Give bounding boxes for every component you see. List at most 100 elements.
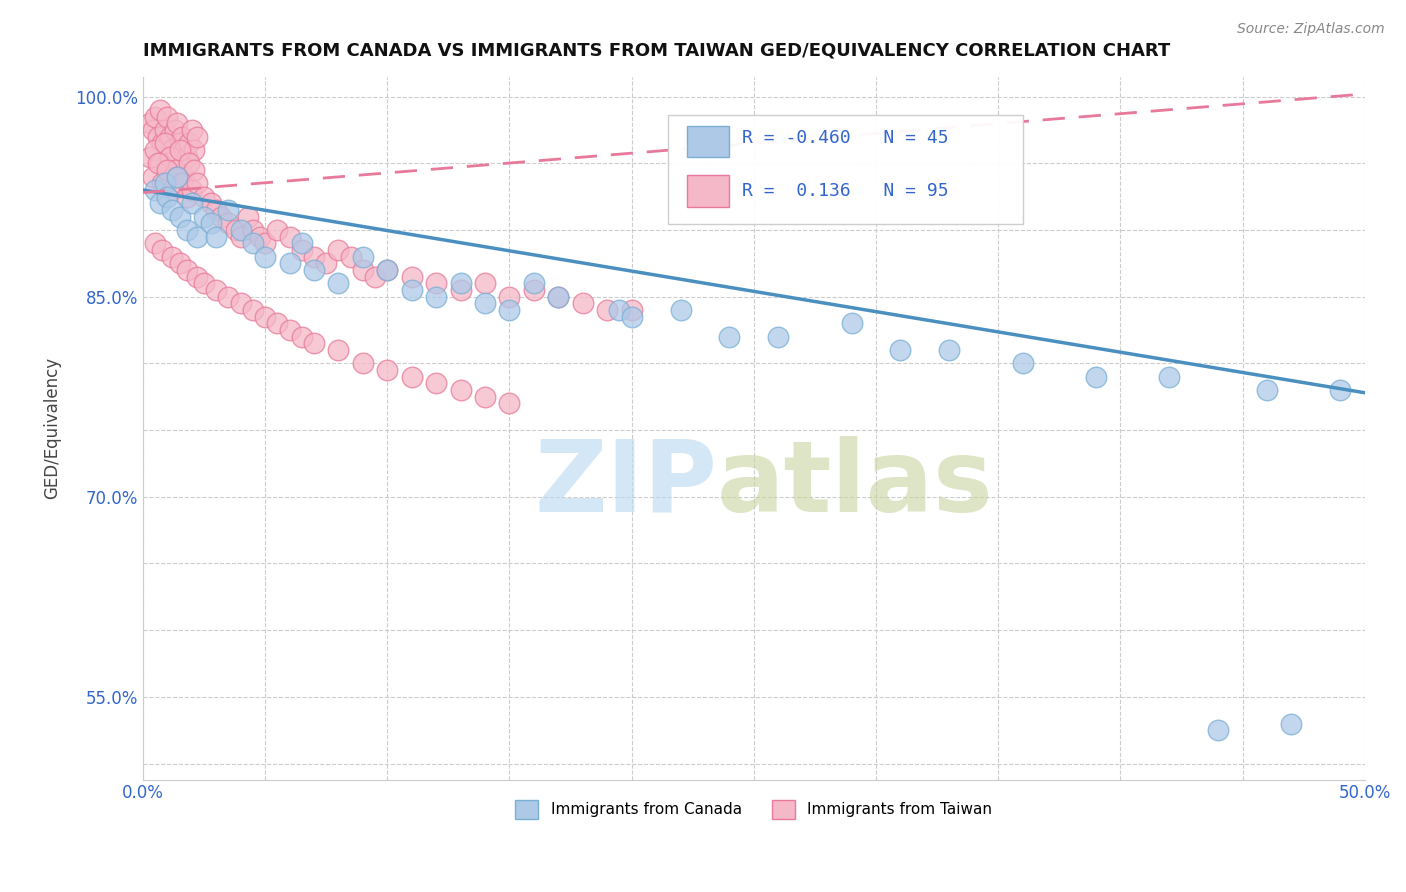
Point — [173, 143, 195, 157]
Point — [156, 189, 179, 203]
Point — [266, 317, 288, 331]
Point — [156, 163, 179, 178]
Point — [302, 250, 325, 264]
Point — [217, 202, 239, 217]
Point — [242, 236, 264, 251]
Point — [523, 277, 546, 291]
Point — [523, 283, 546, 297]
Point — [142, 169, 165, 184]
Point — [225, 223, 247, 237]
Point — [1159, 369, 1181, 384]
Point — [183, 143, 205, 157]
Point — [169, 256, 191, 270]
Legend: Immigrants from Canada, Immigrants from Taiwan: Immigrants from Canada, Immigrants from … — [509, 794, 998, 825]
Point — [302, 263, 325, 277]
Point — [149, 196, 172, 211]
Text: Source: ZipAtlas.com: Source: ZipAtlas.com — [1237, 22, 1385, 37]
Point — [889, 343, 911, 357]
Text: atlas: atlas — [717, 436, 994, 533]
Point — [328, 243, 350, 257]
Point — [254, 310, 277, 324]
Point — [152, 243, 174, 257]
Point — [193, 277, 215, 291]
Y-axis label: GED/Equivalency: GED/Equivalency — [44, 357, 60, 500]
Point — [498, 303, 520, 318]
Point — [176, 150, 198, 164]
Point — [450, 277, 472, 291]
Point — [596, 303, 619, 318]
Point — [143, 110, 166, 124]
Point — [249, 229, 271, 244]
Point — [139, 116, 162, 130]
Point — [401, 283, 423, 297]
Point — [146, 156, 169, 170]
Point — [425, 277, 447, 291]
Point — [266, 223, 288, 237]
Point — [425, 290, 447, 304]
Point — [173, 169, 195, 184]
Point — [254, 236, 277, 251]
Point — [186, 229, 208, 244]
Point — [291, 329, 314, 343]
Point — [160, 250, 183, 264]
Point — [352, 356, 374, 370]
Point — [236, 210, 259, 224]
Point — [278, 229, 301, 244]
FancyBboxPatch shape — [686, 126, 730, 158]
Point — [328, 343, 350, 357]
Point — [156, 110, 179, 124]
Point — [186, 177, 208, 191]
Point — [160, 202, 183, 217]
Point — [186, 269, 208, 284]
Point — [153, 136, 176, 151]
Point — [229, 296, 252, 310]
Point — [375, 263, 398, 277]
Point — [450, 383, 472, 397]
Point — [152, 136, 174, 151]
Point — [163, 123, 186, 137]
Point — [205, 202, 228, 217]
Point — [425, 376, 447, 391]
Point — [186, 129, 208, 144]
Point — [169, 210, 191, 224]
FancyBboxPatch shape — [668, 115, 1022, 224]
Point — [180, 196, 202, 211]
Text: IMMIGRANTS FROM CANADA VS IMMIGRANTS FROM TAIWAN GED/EQUIVALENCY CORRELATION CHA: IMMIGRANTS FROM CANADA VS IMMIGRANTS FRO… — [143, 42, 1170, 60]
Point — [166, 169, 188, 184]
Point — [170, 177, 193, 191]
Point — [547, 290, 569, 304]
Point — [291, 236, 314, 251]
Point — [1011, 356, 1033, 370]
Point — [620, 310, 643, 324]
Text: R =  0.136   N = 95: R = 0.136 N = 95 — [741, 182, 948, 200]
Point — [498, 396, 520, 410]
Point — [1329, 383, 1351, 397]
Point — [609, 303, 631, 318]
Point — [169, 143, 191, 157]
Point — [718, 329, 741, 343]
Point — [401, 269, 423, 284]
Point — [1281, 716, 1303, 731]
Point — [205, 283, 228, 297]
Point — [169, 136, 191, 151]
Point — [179, 136, 201, 151]
Point — [278, 256, 301, 270]
Point — [217, 216, 239, 230]
Point — [200, 216, 222, 230]
Point — [170, 129, 193, 144]
Point — [143, 236, 166, 251]
Point — [200, 196, 222, 211]
Point — [205, 229, 228, 244]
Point — [841, 317, 863, 331]
Point — [176, 223, 198, 237]
Point — [163, 163, 186, 178]
Point — [160, 183, 183, 197]
Point — [254, 250, 277, 264]
Point — [768, 329, 790, 343]
Point — [242, 303, 264, 318]
Point — [474, 277, 496, 291]
Point — [149, 156, 172, 170]
Point — [193, 210, 215, 224]
Point — [179, 156, 201, 170]
Point — [571, 296, 593, 310]
